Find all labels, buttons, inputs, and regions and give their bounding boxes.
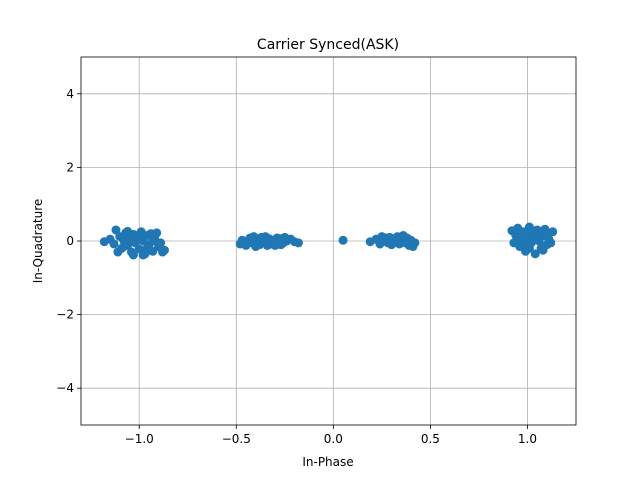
data-point <box>293 238 303 248</box>
data-point <box>530 249 540 259</box>
data-point <box>394 236 404 246</box>
data-point <box>534 229 544 239</box>
x-tick-label: 1.0 <box>518 432 537 446</box>
data-point <box>159 245 169 255</box>
data-point <box>111 225 121 235</box>
chart-title: Carrier Synced(ASK) <box>257 37 399 53</box>
data-point <box>511 237 521 247</box>
data-point <box>526 225 536 235</box>
data-point <box>387 235 397 245</box>
x-tick-label: −1.0 <box>125 432 154 446</box>
data-point <box>338 235 348 245</box>
data-point <box>276 240 286 250</box>
y-tick-label: 0 <box>66 234 74 248</box>
axis-ticks: −1.0 −0.5 0.0 0.5 1.0 −4 −2 0 2 4 <box>56 87 537 446</box>
data-point <box>542 232 552 242</box>
y-tick-label: 2 <box>66 160 74 174</box>
data-point <box>119 242 129 252</box>
data-point <box>156 238 166 248</box>
data-point <box>148 236 158 246</box>
data-point <box>142 243 152 253</box>
data-point <box>128 250 138 260</box>
data-point <box>152 228 162 238</box>
y-axis-label: In-Quadrature <box>31 199 45 284</box>
data-point <box>538 245 548 255</box>
y-tick-label: 4 <box>66 87 74 101</box>
data-point <box>402 237 412 247</box>
data-point <box>262 234 272 244</box>
data-point <box>519 236 529 246</box>
data-point <box>524 243 534 253</box>
x-tick-label: −0.5 <box>222 432 251 446</box>
data-point <box>109 239 119 249</box>
x-axis-label: In-Phase <box>302 455 353 469</box>
data-point <box>410 238 420 248</box>
data-point <box>123 226 133 236</box>
x-tick-label: 0.0 <box>324 432 343 446</box>
data-point <box>113 247 123 257</box>
x-tick-label: 0.5 <box>421 432 440 446</box>
y-tick-label: −4 <box>56 381 74 395</box>
data-point <box>134 232 144 242</box>
data-points <box>99 222 558 260</box>
data-point <box>138 250 148 260</box>
y-tick-label: −2 <box>56 308 74 322</box>
